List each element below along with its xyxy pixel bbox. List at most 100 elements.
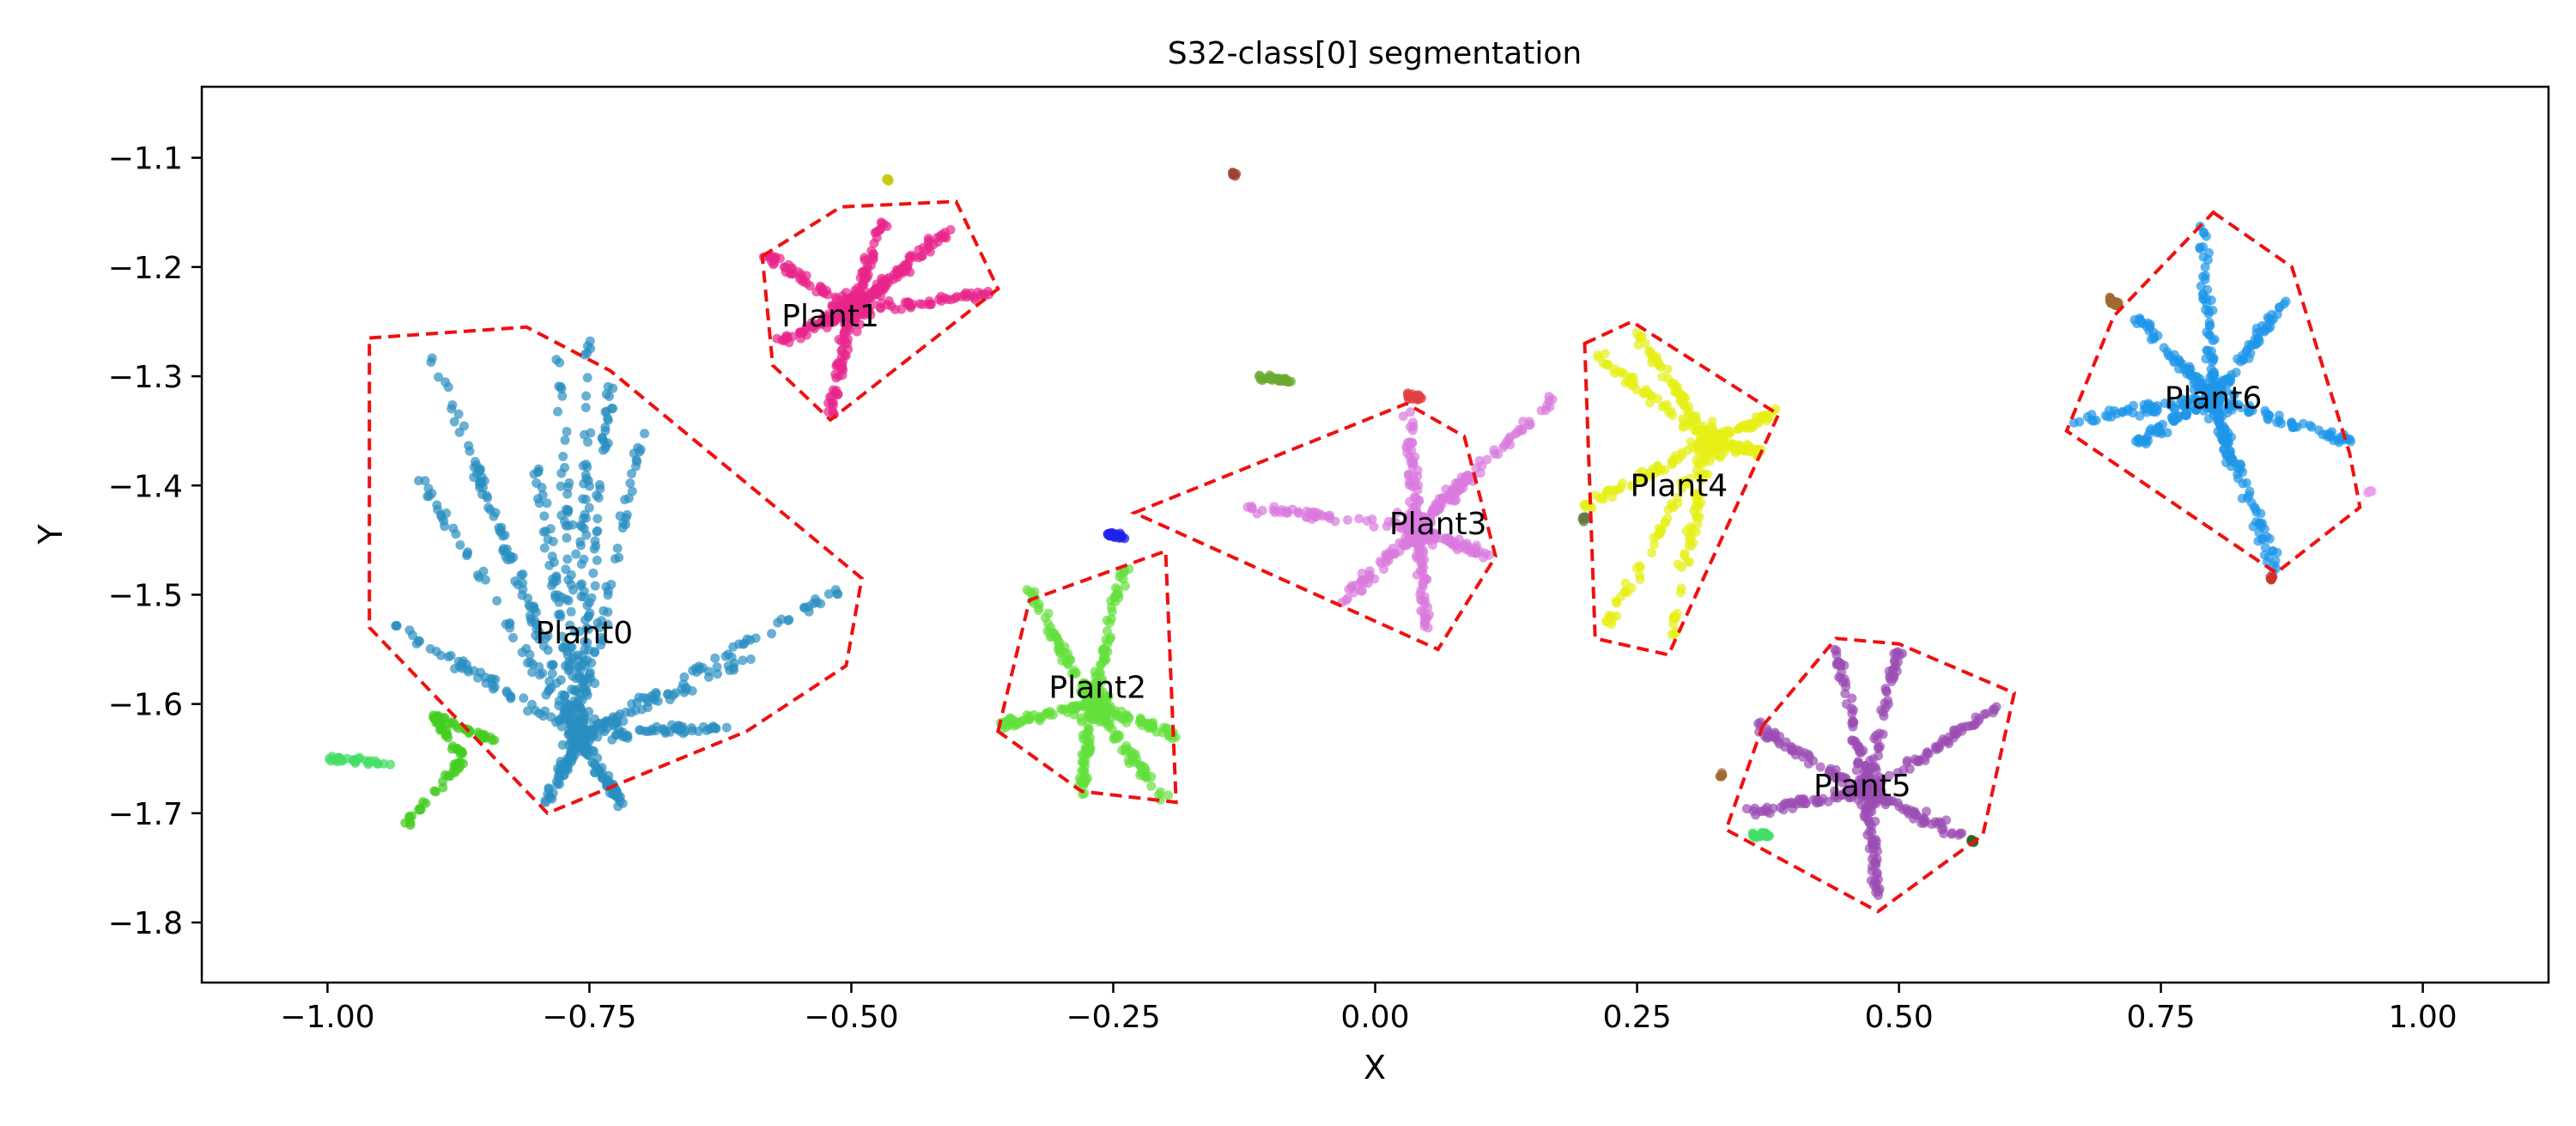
data-point bbox=[917, 251, 927, 261]
data-point bbox=[525, 649, 535, 660]
plant-label-plant0: Plant0 bbox=[536, 616, 634, 651]
data-point bbox=[566, 606, 576, 617]
data-point bbox=[455, 539, 465, 550]
data-point bbox=[1888, 673, 1899, 683]
data-point bbox=[1663, 374, 1674, 384]
data-point bbox=[593, 493, 604, 503]
data-point bbox=[1619, 368, 1629, 379]
data-point bbox=[2272, 547, 2282, 557]
data-point bbox=[1834, 660, 1844, 670]
data-point bbox=[1544, 396, 1554, 406]
data-point bbox=[490, 674, 501, 685]
data-point bbox=[1123, 755, 1133, 765]
data-point bbox=[581, 460, 592, 470]
data-point bbox=[1600, 349, 1610, 359]
data-point bbox=[823, 311, 833, 321]
data-point bbox=[584, 645, 594, 655]
plant-points-plant6 bbox=[2069, 221, 2356, 577]
data-point bbox=[569, 696, 580, 706]
plant-label-plant2: Plant2 bbox=[1048, 671, 1146, 706]
data-point bbox=[767, 629, 777, 639]
data-point bbox=[1902, 756, 1912, 766]
data-point bbox=[1883, 796, 1893, 806]
data-point bbox=[1780, 742, 1790, 752]
data-point bbox=[492, 596, 502, 606]
stray-cluster bbox=[1103, 527, 1130, 544]
data-point bbox=[547, 668, 557, 679]
data-point bbox=[713, 669, 723, 679]
data-point bbox=[1084, 733, 1095, 743]
marks-layer bbox=[324, 167, 2377, 900]
data-point bbox=[970, 295, 981, 305]
data-point bbox=[1104, 618, 1115, 628]
data-point bbox=[1675, 587, 1686, 598]
data-point bbox=[1692, 455, 1702, 466]
data-point bbox=[1798, 752, 1808, 762]
data-point bbox=[2169, 416, 2179, 426]
x-tick-label: 0.25 bbox=[1602, 1000, 1671, 1035]
data-point bbox=[1454, 534, 1464, 545]
data-point bbox=[1841, 773, 1851, 783]
data-point bbox=[440, 730, 451, 740]
data-point bbox=[1416, 606, 1426, 616]
data-point bbox=[1514, 424, 1524, 435]
data-point bbox=[582, 600, 592, 611]
data-point bbox=[1870, 816, 1880, 826]
x-axis-label: X bbox=[1364, 1049, 1386, 1086]
data-point bbox=[579, 478, 589, 489]
data-point bbox=[1863, 768, 1874, 778]
data-point bbox=[2069, 417, 2079, 428]
data-point bbox=[860, 265, 870, 276]
data-point bbox=[627, 468, 637, 478]
data-point bbox=[1830, 644, 1840, 654]
data-point bbox=[1871, 883, 1881, 893]
data-point bbox=[1123, 712, 1133, 722]
data-point bbox=[864, 305, 874, 315]
hull-layer bbox=[368, 199, 2362, 914]
data-point bbox=[1246, 503, 1256, 514]
data-point bbox=[420, 476, 430, 486]
data-point bbox=[2146, 423, 2156, 434]
data-point bbox=[831, 294, 841, 304]
data-point bbox=[485, 732, 495, 742]
data-point bbox=[1631, 327, 1642, 338]
data-point bbox=[501, 688, 512, 698]
data-point bbox=[1330, 516, 1340, 526]
data-point bbox=[1110, 596, 1121, 606]
data-point bbox=[1680, 551, 1690, 561]
data-point bbox=[603, 415, 613, 425]
data-point bbox=[1876, 777, 1886, 788]
data-point bbox=[1163, 790, 1174, 800]
data-point bbox=[553, 406, 563, 417]
data-point bbox=[1105, 529, 1115, 539]
data-point bbox=[1357, 586, 1367, 596]
data-point bbox=[1070, 668, 1080, 679]
data-point bbox=[2218, 436, 2228, 447]
data-point bbox=[1867, 826, 1877, 837]
data-point bbox=[1858, 746, 1868, 756]
data-point bbox=[1804, 752, 1814, 762]
data-point bbox=[1087, 702, 1097, 712]
data-point bbox=[817, 317, 827, 327]
data-point bbox=[457, 747, 467, 758]
data-point bbox=[2103, 411, 2113, 422]
data-point bbox=[564, 478, 574, 488]
data-point bbox=[579, 587, 589, 597]
data-point bbox=[2207, 356, 2217, 367]
data-point bbox=[1301, 512, 1311, 522]
data-point bbox=[1684, 557, 1694, 567]
data-point bbox=[1107, 606, 1117, 617]
data-point bbox=[2204, 317, 2215, 327]
data-point bbox=[540, 526, 550, 537]
data-point bbox=[562, 554, 573, 564]
data-point bbox=[1413, 545, 1424, 556]
data-point bbox=[1847, 735, 1857, 746]
data-point bbox=[612, 543, 623, 553]
data-point bbox=[2272, 417, 2282, 428]
data-point bbox=[1603, 360, 1613, 370]
data-point bbox=[453, 409, 464, 419]
data-point bbox=[1115, 731, 1125, 741]
data-point bbox=[868, 250, 878, 260]
data-point bbox=[1887, 665, 1898, 675]
data-point bbox=[507, 632, 518, 642]
